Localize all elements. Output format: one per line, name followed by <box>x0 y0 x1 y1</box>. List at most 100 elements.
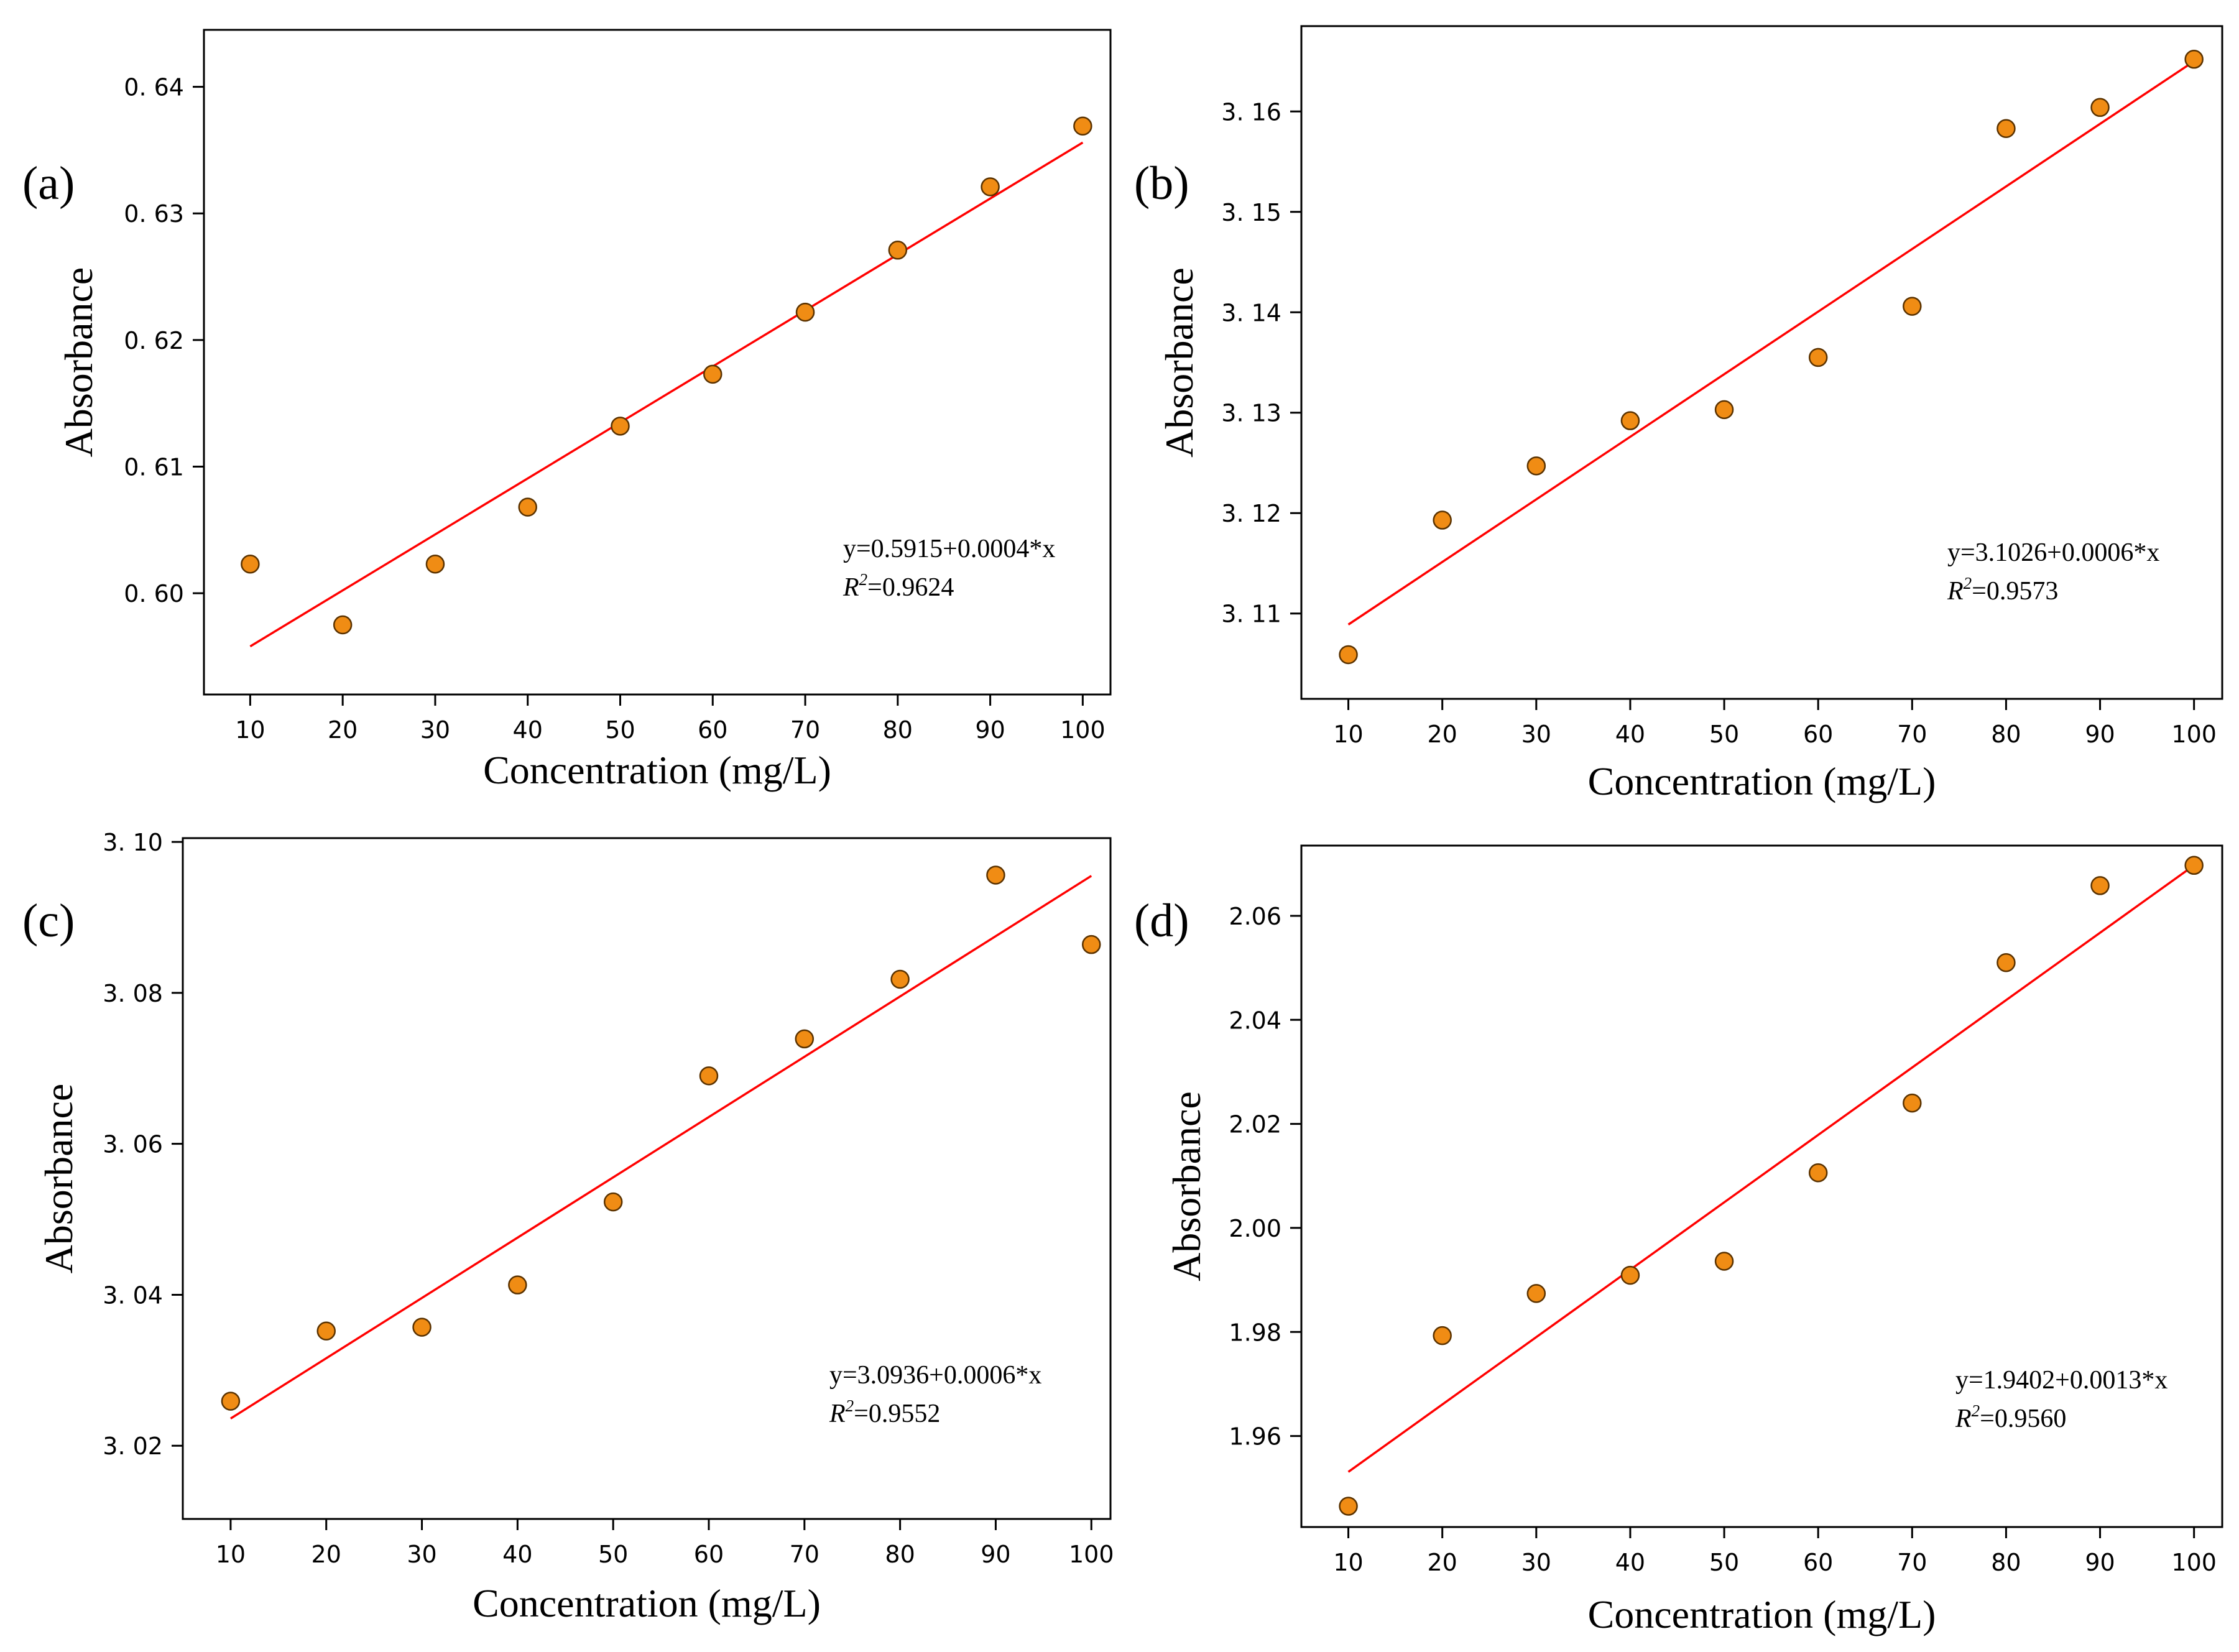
x-tick-label: 80 <box>1991 721 2021 748</box>
r-squared: R2=0.9624 <box>843 570 954 602</box>
y-axis-title: Absorbance <box>37 1084 81 1274</box>
y-tick-label: 1.96 <box>1229 1423 1281 1451</box>
data-point <box>888 241 908 260</box>
data-point <box>1433 510 1452 530</box>
data-point <box>1997 119 2016 138</box>
y-tick-label: 0. 60 <box>124 580 184 607</box>
chart-panel-d: 10 20 30 40 50 60 70 80 90 100 1.96 1.98 2.00 2.02 2.0… <box>1134 844 2223 1636</box>
x-tick-label: 40 <box>502 1541 532 1568</box>
y-axis-title: Absorbance <box>1157 267 1201 458</box>
data-point <box>1073 116 1092 136</box>
x-tick-label: 100 <box>1060 716 1106 744</box>
y-tick-label: 1.98 <box>1229 1319 1281 1346</box>
fit-equation: y=3.0936+0.0006*x <box>829 1361 1041 1390</box>
x-axis-title: Concentration (mg/L) <box>1588 759 1936 803</box>
fit-line <box>229 875 1092 1420</box>
x-tick-label: 90 <box>975 716 1005 744</box>
fit-line <box>1347 60 2195 625</box>
data-point <box>1081 934 1101 954</box>
data-point <box>890 969 910 989</box>
fit-line <box>1347 864 2195 1473</box>
chart-panel-b: 10 20 30 40 50 60 70 80 90 100 3. 11 3. 12 3. 13 3. 1… <box>1134 25 2223 803</box>
data-point <box>603 1192 623 1212</box>
x-tick-label: 30 <box>407 1541 436 1568</box>
x-tick-label: 10 <box>235 716 265 744</box>
x-tick-label: 60 <box>1803 721 1833 748</box>
x-tick-label: 20 <box>1428 1549 1457 1576</box>
y-tick-label: 0. 63 <box>124 200 184 228</box>
y-tick-label: 2.06 <box>1229 903 1281 930</box>
data-point <box>1526 1284 1546 1303</box>
y-tick-label: 3. 04 <box>103 1281 163 1309</box>
x-tick-label: 40 <box>1615 1549 1645 1576</box>
data-point <box>1714 400 1734 420</box>
r-squared-power: 2 <box>859 570 868 589</box>
data-point <box>241 555 260 574</box>
y-axis-title: Absorbance <box>57 267 101 458</box>
data-point <box>611 417 630 436</box>
r-squared: R2=0.9552 <box>829 1396 940 1428</box>
panel-label: (d) <box>1134 895 1189 947</box>
y-axis-title: Absorbance <box>1165 1091 1209 1281</box>
y-tick-label: 3. 14 <box>1221 299 1281 326</box>
x-tick-label: 10 <box>216 1541 246 1568</box>
data-point <box>1808 348 1828 367</box>
y-tick-label: 2.00 <box>1229 1215 1281 1242</box>
r-squared-symbol: R <box>1947 577 1964 606</box>
y-tick-label: 3. 02 <box>103 1433 163 1460</box>
data-point <box>1903 1093 1922 1113</box>
y-tick-label: 0. 61 <box>124 453 184 481</box>
x-tick-label: 30 <box>420 716 450 744</box>
x-tick-label: 70 <box>1897 1549 1927 1576</box>
x-tick-label: 50 <box>1709 1549 1739 1576</box>
r-squared: R2=0.9560 <box>1955 1401 2066 1433</box>
data-point <box>1433 1326 1452 1345</box>
x-tick-label: 30 <box>1521 1549 1551 1576</box>
data-point <box>986 865 1005 885</box>
chart-panel-c: 10 20 30 40 50 60 70 80 90 100 3. 02 3. 04 3. 06 3. 0… <box>22 829 1114 1625</box>
data-point <box>1339 1497 1358 1516</box>
data-point <box>518 497 537 517</box>
x-tick-label: 50 <box>598 1541 628 1568</box>
data-point <box>795 302 815 322</box>
x-tick-label: 50 <box>605 716 635 744</box>
data-point <box>1339 645 1358 665</box>
y-tick-label: 2.04 <box>1229 1007 1281 1034</box>
r-squared-value: =0.9552 <box>854 1400 940 1428</box>
data-point <box>2184 50 2204 69</box>
y-tick-label: 3. 11 <box>1221 601 1281 628</box>
x-tick-label: 90 <box>2085 1549 2115 1576</box>
x-tick-label: 30 <box>1521 721 1551 748</box>
data-point <box>1808 1163 1828 1183</box>
r-squared-power: 2 <box>1964 574 1972 593</box>
y-tick-label: 2.02 <box>1229 1111 1281 1138</box>
panel-label: (b) <box>1134 157 1189 210</box>
x-tick-label: 90 <box>981 1541 1010 1568</box>
data-point <box>221 1391 241 1411</box>
data-point <box>795 1029 815 1049</box>
r-squared-power: 2 <box>1972 1401 1980 1420</box>
x-tick-label: 100 <box>1069 1541 1114 1568</box>
x-tick-label: 60 <box>698 716 727 744</box>
x-tick-label: 80 <box>883 716 913 744</box>
y-tick-label: 0. 62 <box>124 327 184 354</box>
r-squared-value: =0.9573 <box>1972 577 2058 606</box>
y-tick-label: 3. 13 <box>1221 400 1281 427</box>
data-point <box>1997 953 2016 972</box>
data-point <box>981 177 1000 196</box>
x-tick-label: 20 <box>1428 721 1457 748</box>
data-point <box>412 1317 432 1337</box>
data-point <box>1903 297 1922 316</box>
panel-label: (a) <box>22 157 75 210</box>
y-tick-label: 3. 16 <box>1221 98 1281 126</box>
data-point <box>333 615 353 635</box>
panel-label: (c) <box>22 895 75 947</box>
x-tick-label: 40 <box>513 716 543 744</box>
x-tick-label: 70 <box>790 1541 819 1568</box>
x-tick-label: 100 <box>2171 721 2217 748</box>
x-tick-label: 10 <box>1333 1549 1363 1576</box>
x-tick-label: 100 <box>2171 1549 2217 1576</box>
r-squared-symbol: R <box>829 1400 846 1428</box>
